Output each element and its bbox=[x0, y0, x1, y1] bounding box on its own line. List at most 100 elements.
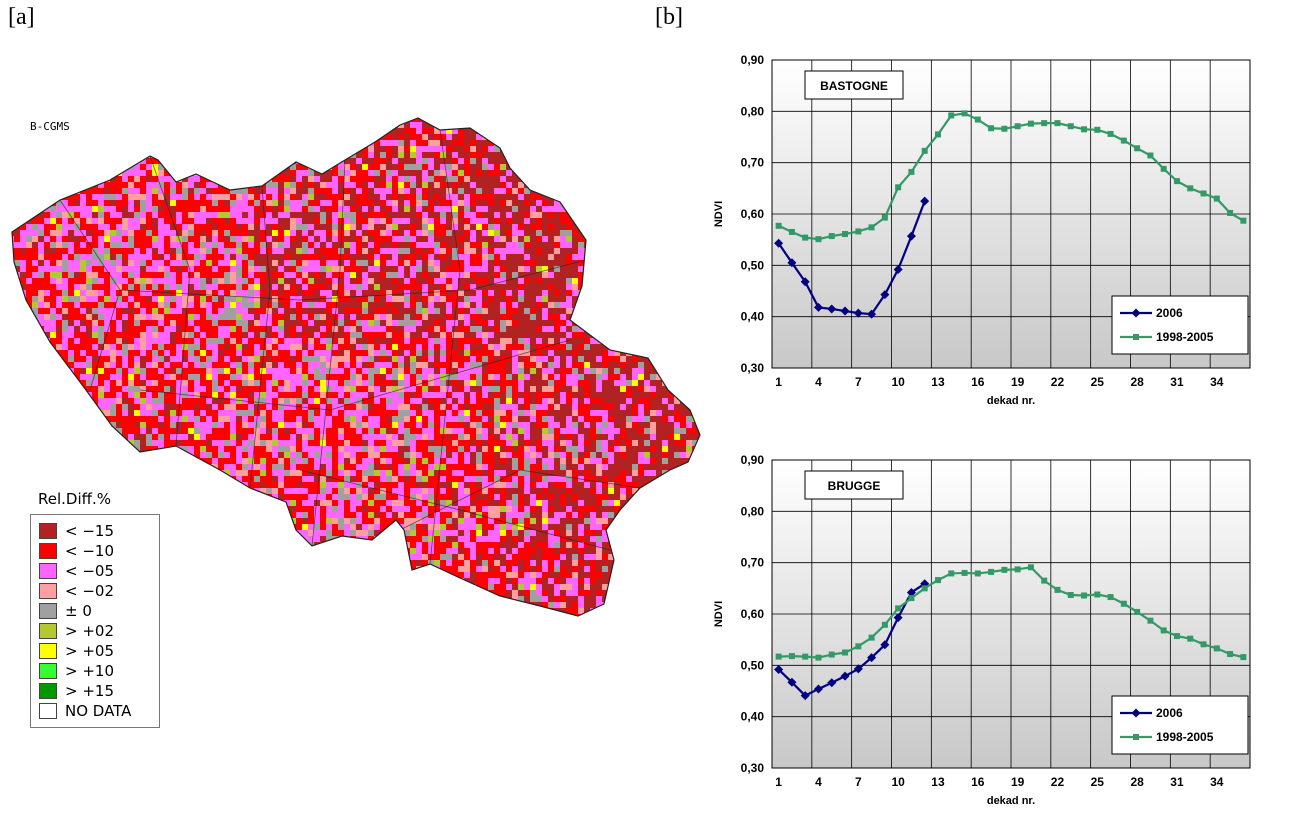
legend-swatch bbox=[39, 583, 57, 599]
x-tick-label: 28 bbox=[1130, 375, 1144, 389]
data-point bbox=[815, 236, 821, 242]
legend-item: > +15 bbox=[39, 681, 149, 701]
legend-swatch bbox=[39, 523, 57, 539]
data-point bbox=[1201, 190, 1207, 196]
data-point bbox=[908, 595, 914, 601]
data-point bbox=[882, 215, 888, 221]
x-tick-label: 4 bbox=[815, 775, 822, 789]
x-tick-label: 10 bbox=[891, 375, 905, 389]
data-point bbox=[776, 223, 782, 229]
x-tick-label: 19 bbox=[1011, 375, 1025, 389]
data-point bbox=[802, 235, 808, 241]
data-point bbox=[1134, 609, 1140, 615]
legend-item: > +10 bbox=[39, 661, 149, 681]
legend-swatch bbox=[39, 683, 57, 699]
x-tick-label: 31 bbox=[1170, 375, 1184, 389]
data-point bbox=[1081, 593, 1087, 599]
data-point bbox=[1214, 196, 1220, 202]
data-point bbox=[1081, 126, 1087, 132]
data-point bbox=[988, 125, 994, 131]
data-point bbox=[975, 570, 981, 576]
belgium-map-panel: B-CGMS Rel.Diff.% < −15 < −10 < −05 < −02 ± … bbox=[0, 90, 720, 770]
data-point bbox=[1028, 564, 1034, 570]
data-point bbox=[855, 643, 861, 649]
data-point bbox=[935, 577, 941, 583]
legend-item: > +02 bbox=[39, 621, 149, 641]
data-point bbox=[1240, 218, 1246, 224]
data-point bbox=[789, 653, 795, 659]
y-axis-label: NDVI bbox=[713, 201, 725, 227]
legend-item: > +05 bbox=[39, 641, 149, 661]
x-tick-label: 34 bbox=[1210, 775, 1224, 789]
data-point bbox=[1134, 145, 1140, 151]
data-point bbox=[988, 569, 994, 575]
legend-entry: 1998-2005 bbox=[1156, 330, 1214, 344]
data-point bbox=[1094, 591, 1100, 597]
x-axis-label: dekad nr. bbox=[987, 795, 1035, 807]
y-tick-label: 0,40 bbox=[741, 710, 765, 724]
data-point bbox=[1161, 627, 1167, 633]
y-tick-label: 0,60 bbox=[741, 207, 765, 221]
legend-item: < −10 bbox=[39, 541, 149, 561]
data-point bbox=[922, 148, 928, 154]
data-point bbox=[1121, 601, 1127, 607]
chart-title: BASTOGNE bbox=[820, 79, 888, 93]
x-tick-label: 13 bbox=[931, 375, 945, 389]
data-point bbox=[1227, 651, 1233, 657]
y-axis-label: NDVI bbox=[713, 601, 725, 627]
data-point bbox=[842, 231, 848, 237]
data-point bbox=[1054, 587, 1060, 593]
data-point bbox=[842, 650, 848, 656]
x-tick-label: 13 bbox=[931, 775, 945, 789]
legend-swatch bbox=[39, 543, 57, 559]
x-tick-label: 7 bbox=[855, 775, 862, 789]
data-point bbox=[1041, 578, 1047, 584]
legend-label: > +15 bbox=[65, 682, 114, 700]
legend-marker bbox=[1133, 334, 1139, 340]
data-point bbox=[1068, 592, 1074, 598]
data-point bbox=[1121, 138, 1127, 144]
legend-swatch bbox=[39, 663, 57, 679]
data-point bbox=[1201, 641, 1207, 647]
x-tick-label: 28 bbox=[1130, 775, 1144, 789]
y-tick-label: 0,60 bbox=[741, 607, 765, 621]
data-point bbox=[1227, 210, 1233, 216]
legend-item: ± 0 bbox=[39, 601, 149, 621]
data-point bbox=[1028, 121, 1034, 127]
legend-entry: 2006 bbox=[1156, 306, 1183, 320]
x-tick-label: 22 bbox=[1051, 775, 1065, 789]
legend-title: Rel.Diff.% bbox=[38, 490, 160, 508]
data-point bbox=[1187, 636, 1193, 642]
x-tick-label: 22 bbox=[1051, 375, 1065, 389]
legend-item: < −02 bbox=[39, 581, 149, 601]
y-tick-label: 0,70 bbox=[741, 556, 765, 570]
x-tick-label: 31 bbox=[1170, 775, 1184, 789]
chart-brugge: 0,30 0,40 0,50 0,60 0,70 0,80 0,90 1 4 7 10 13 16 19 2… bbox=[700, 448, 1260, 813]
legend-label: ± 0 bbox=[65, 602, 92, 620]
x-tick-label: 19 bbox=[1011, 775, 1025, 789]
data-point bbox=[922, 585, 928, 591]
x-tick-label: 25 bbox=[1091, 775, 1105, 789]
y-tick-label: 0,50 bbox=[741, 658, 765, 672]
data-point bbox=[1108, 131, 1114, 137]
x-tick-label: 25 bbox=[1091, 375, 1105, 389]
data-point bbox=[1041, 120, 1047, 126]
data-point bbox=[1094, 127, 1100, 133]
legend-label: > +02 bbox=[65, 622, 114, 640]
legend-item: NO DATA bbox=[39, 701, 149, 721]
y-tick-label: 0,80 bbox=[741, 504, 765, 518]
data-point bbox=[1240, 654, 1246, 660]
panel-a-label: [a] bbox=[8, 4, 35, 31]
data-point bbox=[789, 229, 795, 235]
data-point bbox=[975, 117, 981, 123]
legend-label: < −15 bbox=[65, 522, 114, 540]
x-tick-label: 1 bbox=[775, 375, 782, 389]
legend-label: < −10 bbox=[65, 542, 114, 560]
legend-swatch bbox=[39, 603, 57, 619]
data-point bbox=[1214, 645, 1220, 651]
x-tick-label: 16 bbox=[971, 775, 985, 789]
data-point bbox=[1187, 185, 1193, 191]
x-axis-label: dekad nr. bbox=[987, 395, 1035, 407]
data-point bbox=[1174, 178, 1180, 184]
y-tick-label: 0,40 bbox=[741, 310, 765, 324]
